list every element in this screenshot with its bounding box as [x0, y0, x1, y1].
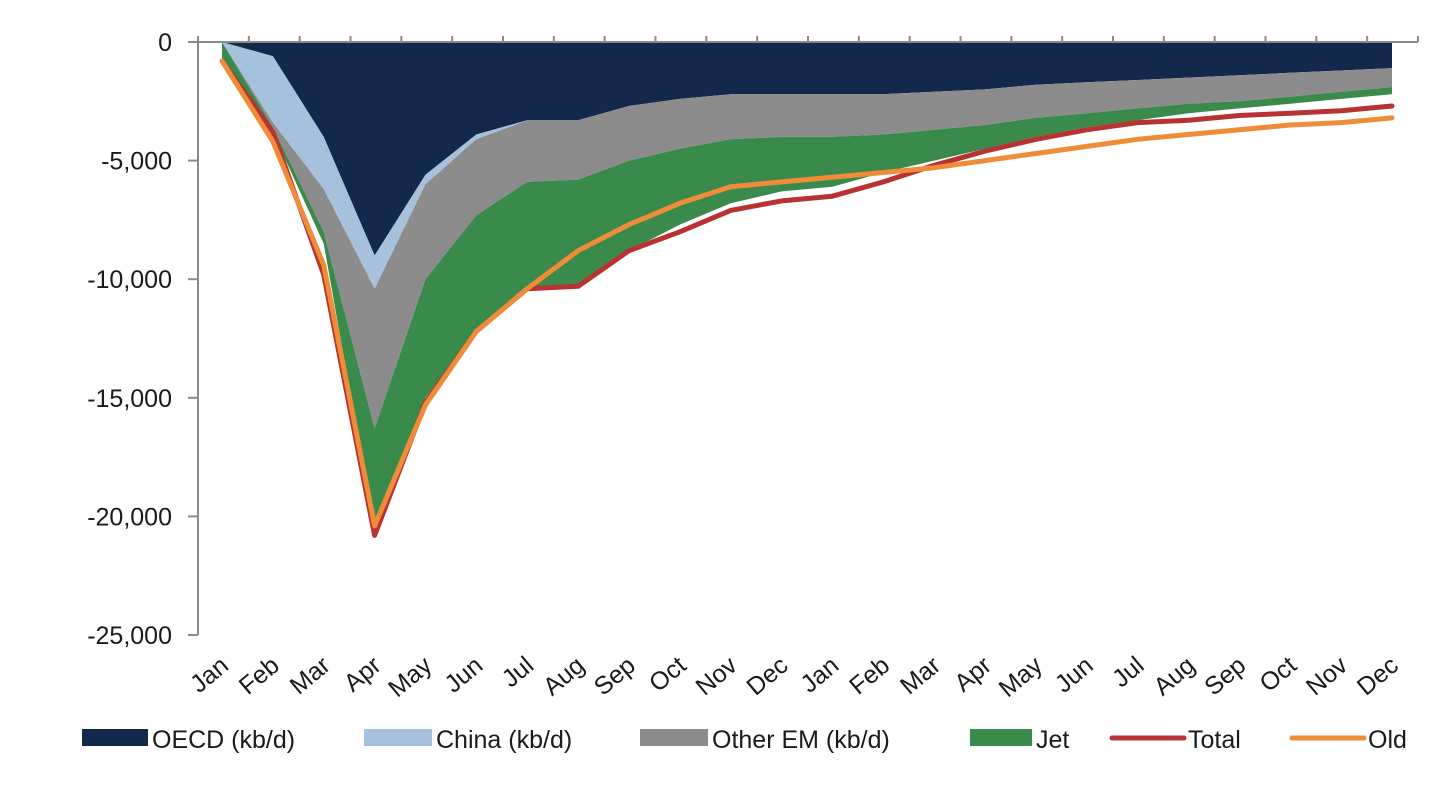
- legend-label-china-kb-d: China (kb/d): [436, 726, 572, 754]
- y-tick-label: -10,000: [87, 266, 172, 294]
- x-tick-label: Nov: [690, 651, 742, 701]
- x-tick-label: Mar: [895, 651, 946, 700]
- x-tick-label: Dec: [1352, 651, 1404, 701]
- area-series-oecd-kb-d: [222, 42, 1392, 256]
- x-tick-label: Jun: [439, 651, 488, 698]
- y-tick-label: -20,000: [87, 503, 172, 531]
- x-tick-label: Jun: [1050, 651, 1099, 698]
- legend-swatch-other-em-kb-d: [640, 729, 708, 746]
- x-tick-label: Dec: [741, 651, 793, 701]
- y-tick-label: -25,000: [87, 622, 172, 650]
- area-series-jet: [222, 42, 1392, 531]
- x-tick-label: Feb: [844, 651, 895, 700]
- x-tick-label: Apr: [949, 651, 997, 697]
- stacked-areas: [222, 42, 1392, 531]
- x-tick-label: Jan: [795, 651, 844, 698]
- x-tick-label: Nov: [1301, 651, 1353, 701]
- legend-swatch-jet: [970, 729, 1032, 746]
- x-tick-label: Aug: [1148, 651, 1200, 701]
- x-tick-label: May: [383, 651, 438, 703]
- legend-label-old: Old: [1368, 726, 1407, 754]
- x-tick-label: Feb: [234, 651, 285, 700]
- x-tick-label: Jul: [497, 651, 539, 693]
- x-tick-label: Sep: [589, 651, 641, 701]
- line-series: [219, 58, 1395, 538]
- legend: OECD (kb/d) China (kb/d) Other EM (kb/d) Je…: [82, 726, 1407, 754]
- legend-label-jet: Jet: [1036, 726, 1069, 754]
- legend-swatch-china-kb-d: [364, 729, 432, 746]
- x-tick-label: Oct: [644, 651, 692, 697]
- x-tick-label: Apr: [339, 651, 387, 697]
- legend-label-total: Total: [1188, 726, 1241, 754]
- legend-label-oecd-kb-d: OECD (kb/d): [152, 726, 295, 754]
- x-tick-label: Jan: [185, 651, 234, 698]
- y-tick-label: -15,000: [87, 385, 172, 413]
- y-tick-label: -5,000: [101, 148, 172, 176]
- x-tick-label: Sep: [1199, 651, 1251, 701]
- x-tick-label: Jul: [1107, 651, 1149, 693]
- x-tick-label: Oct: [1254, 651, 1302, 697]
- legend-swatch-oecd-kb-d: [82, 729, 148, 746]
- x-tick-label: Aug: [538, 651, 590, 701]
- area-series-other-em-kb-d: [222, 42, 1392, 429]
- y-tick-label: 0: [158, 29, 172, 57]
- x-tick-label: Mar: [285, 651, 336, 700]
- line-series-old: [219, 58, 1395, 529]
- x-tick-label: May: [994, 651, 1049, 703]
- legend-label-other-em-kb-d: Other EM (kb/d): [712, 726, 890, 754]
